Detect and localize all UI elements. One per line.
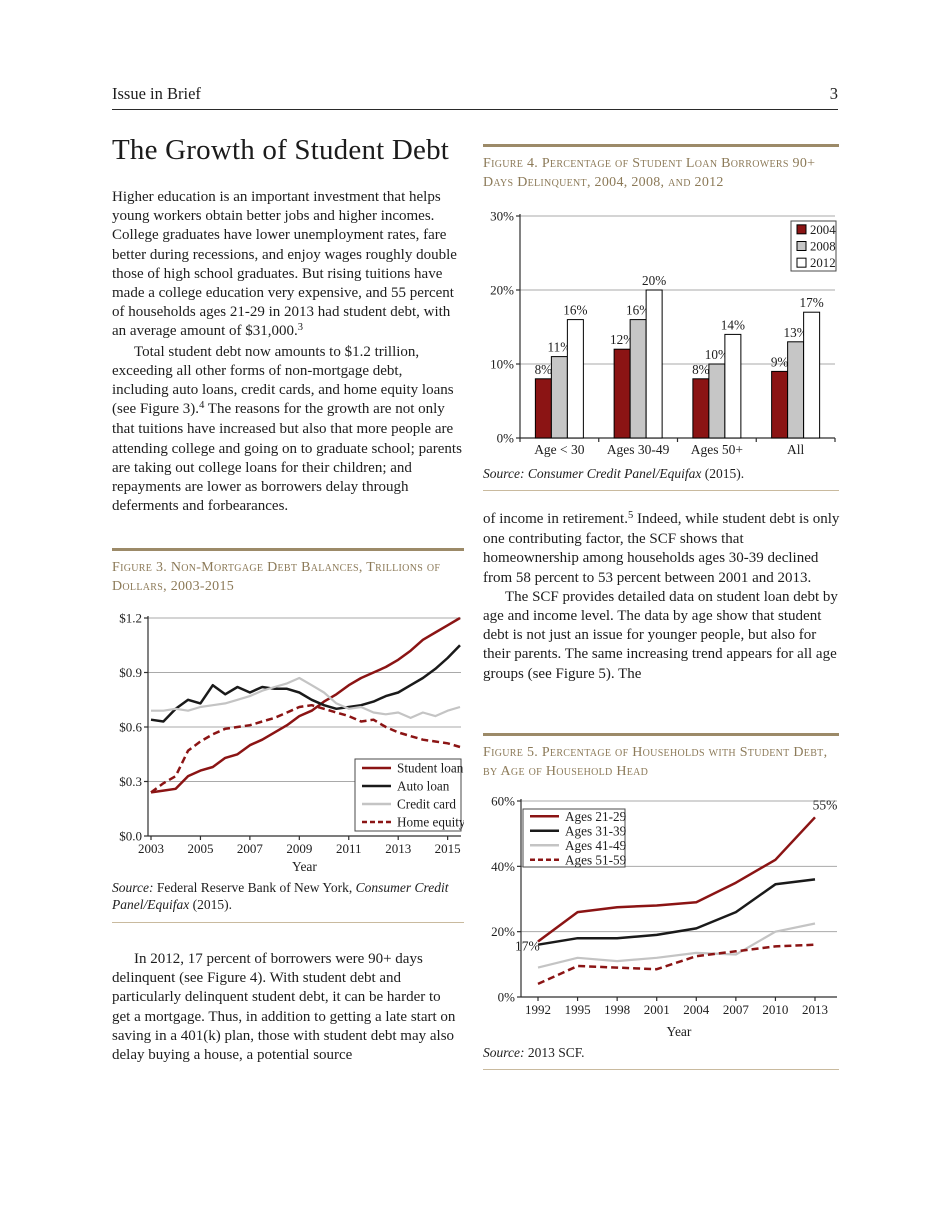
- svg-text:0%: 0%: [498, 989, 516, 1004]
- svg-text:Auto loan: Auto loan: [397, 778, 450, 793]
- svg-text:2009: 2009: [286, 841, 312, 856]
- svg-text:1995: 1995: [565, 1002, 591, 1017]
- svg-text:2012: 2012: [810, 256, 836, 270]
- svg-text:13%: 13%: [784, 324, 808, 339]
- svg-text:Student loan: Student loan: [397, 760, 464, 775]
- svg-text:2010: 2010: [762, 1002, 788, 1017]
- article-title: The Growth of Student Debt: [112, 134, 450, 166]
- svg-text:Ages 31-39: Ages 31-39: [565, 823, 627, 838]
- svg-text:2004: 2004: [810, 222, 836, 236]
- svg-text:Ages 30-49: Ages 30-49: [607, 442, 670, 457]
- svg-text:17%: 17%: [515, 938, 540, 953]
- svg-text:40%: 40%: [491, 858, 515, 873]
- svg-text:12%: 12%: [610, 332, 634, 347]
- svg-text:2013: 2013: [802, 1002, 828, 1017]
- svg-text:2013: 2013: [385, 841, 411, 856]
- svg-text:$0.6: $0.6: [119, 719, 142, 734]
- svg-text:2001: 2001: [644, 1002, 670, 1017]
- svg-text:2015: 2015: [435, 841, 461, 856]
- figure-3-source: Source: Federal Reserve Bank of New York…: [112, 879, 449, 913]
- svg-text:All: All: [787, 442, 805, 457]
- figure-4-bar-chart: 0% 10% 20% 30% 8% 11% 16% Age < 30 12% 16% 20% Ages…: [490, 208, 837, 457]
- svg-text:$1.2: $1.2: [119, 610, 142, 625]
- svg-text:55%: 55%: [813, 797, 838, 812]
- figure-3-title: Figure 3. Non-Mortgage Debt Balances, Tr…: [112, 560, 441, 595]
- svg-text:2011: 2011: [336, 841, 362, 856]
- figure-4-title: Figure 4. Percentage of Student Loan Bor…: [483, 156, 816, 191]
- svg-text:20%: 20%: [642, 273, 666, 288]
- paragraph: In 2012, 17 percent of borrowers were 90…: [112, 951, 456, 1064]
- page-header: Issue in Brief 3: [112, 84, 838, 110]
- figure-5-line-chart: 0% 20% 40% 60% 1992 1995 1998 2001 2004 2007 2010 2…: [491, 793, 838, 1039]
- svg-text:2005: 2005: [187, 841, 213, 856]
- figure-3-line-chart: $0.0 $0.3 $0.6 $0.9 $1.2 2003 2005 2007 2009 2011…: [119, 610, 464, 874]
- publication-name: Issue in Brief: [112, 84, 201, 103]
- page-number: 3: [829, 84, 838, 103]
- svg-text:Home equity: Home equity: [397, 814, 464, 829]
- figure-5-title: Figure 5. Percentage of Households with …: [483, 745, 828, 780]
- svg-text:2008: 2008: [810, 239, 836, 253]
- svg-text:2007: 2007: [723, 1002, 750, 1017]
- svg-text:9%: 9%: [771, 354, 789, 369]
- svg-text:8%: 8%: [535, 361, 553, 376]
- figure-4-source: Source: Consumer Credit Panel/Equifax (2…: [483, 465, 745, 481]
- figure-5: Figure 5. Percentage of Households with …: [483, 733, 839, 1071]
- paragraph: Higher education is an important investm…: [112, 189, 457, 340]
- figure-3: Figure 3. Non-Mortgage Debt Balances, Tr…: [112, 548, 464, 924]
- svg-text:14%: 14%: [721, 317, 745, 332]
- svg-text:Ages 51-59: Ages 51-59: [565, 852, 627, 867]
- svg-text:$0.9: $0.9: [119, 665, 142, 680]
- svg-text:Year: Year: [292, 859, 317, 874]
- svg-text:$0.0: $0.0: [119, 828, 142, 843]
- svg-text:10%: 10%: [490, 356, 514, 371]
- svg-text:Ages 50+: Ages 50+: [691, 442, 743, 457]
- svg-text:16%: 16%: [626, 302, 650, 317]
- svg-text:Credit card: Credit card: [397, 796, 456, 811]
- svg-text:60%: 60%: [491, 793, 515, 808]
- paragraph: The SCF provides detailed data on studen…: [483, 588, 838, 682]
- svg-text:Ages 21-29: Ages 21-29: [565, 808, 627, 823]
- svg-text:2007: 2007: [237, 841, 264, 856]
- svg-text:2003: 2003: [138, 841, 164, 856]
- figure-5-source: Source: 2013 SCF.: [483, 1044, 585, 1060]
- svg-text:16%: 16%: [563, 302, 587, 317]
- paragraph: of income in retirement.5 Indeed, while …: [483, 510, 840, 586]
- svg-text:30%: 30%: [490, 208, 514, 223]
- svg-text:Year: Year: [667, 1024, 692, 1039]
- svg-text:Ages 41-49: Ages 41-49: [565, 837, 627, 852]
- svg-text:Age < 30: Age < 30: [534, 442, 585, 457]
- svg-text:11%: 11%: [548, 339, 572, 354]
- svg-text:0%: 0%: [497, 430, 515, 445]
- svg-text:1998: 1998: [604, 1002, 630, 1017]
- left-column-text-lower: In 2012, 17 percent of borrowers were 90…: [112, 950, 462, 1065]
- paragraph: Total student debt now amounts to $1.2 t…: [112, 343, 462, 515]
- right-column-text: of income in retirement.5 Indeed, while …: [483, 510, 841, 684]
- svg-text:2004: 2004: [683, 1002, 710, 1017]
- svg-text:$0.3: $0.3: [119, 774, 142, 789]
- svg-text:20%: 20%: [490, 282, 514, 297]
- svg-text:10%: 10%: [705, 347, 729, 362]
- svg-text:17%: 17%: [800, 295, 824, 310]
- figure-4: Figure 4. Percentage of Student Loan Bor…: [483, 144, 839, 492]
- left-column-text: Higher education is an important investm…: [112, 188, 462, 516]
- svg-text:8%: 8%: [692, 361, 710, 376]
- svg-text:20%: 20%: [491, 924, 515, 939]
- svg-text:1992: 1992: [525, 1002, 551, 1017]
